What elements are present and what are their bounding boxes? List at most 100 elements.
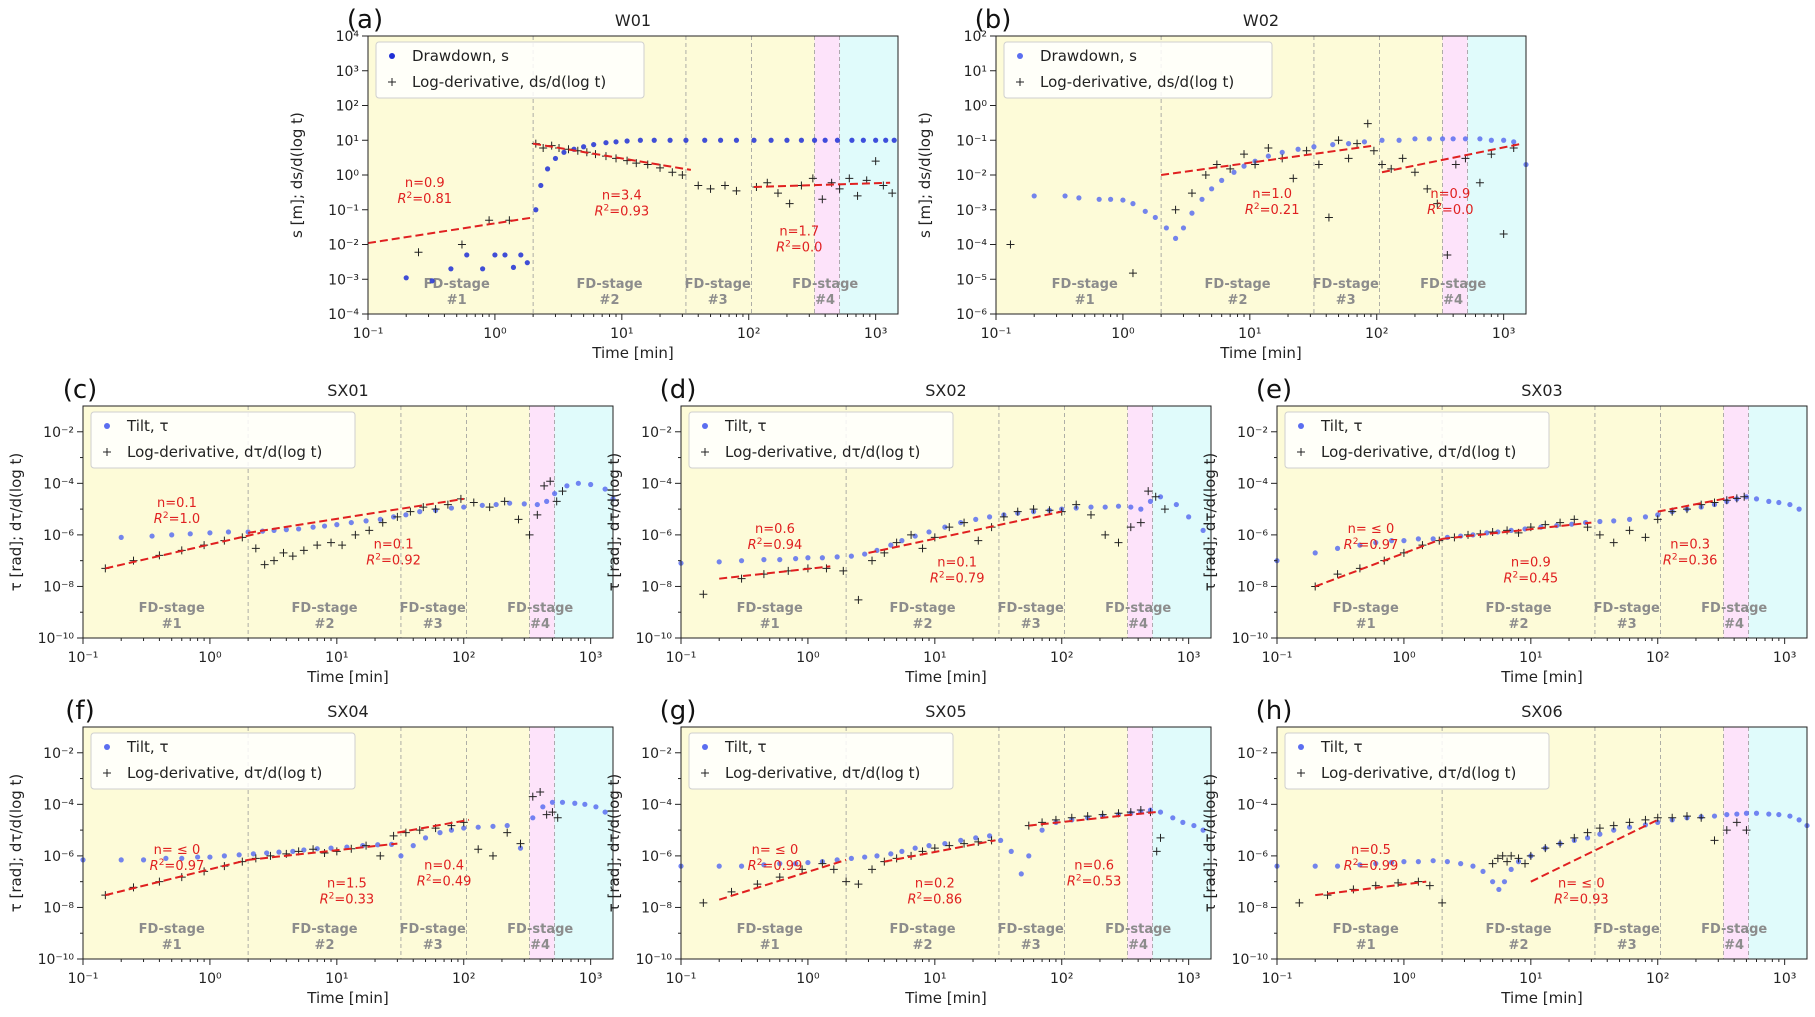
y-tick-label: 10⁻⁸: [641, 579, 672, 595]
data-point: [860, 137, 866, 143]
fit-line: [884, 839, 996, 863]
panel-label: (a): [347, 5, 383, 35]
derivative-point: [1438, 898, 1447, 907]
data-point: [564, 483, 570, 489]
legend-marker-plus: [701, 769, 709, 777]
x-tick-label: 10⁻¹: [1262, 971, 1293, 987]
legend-box: [90, 411, 356, 469]
derivative-point: [1101, 530, 1110, 539]
derivative-point: [500, 497, 509, 506]
derivative-point: [1152, 847, 1161, 856]
data-point: [1018, 871, 1024, 877]
panel-sx04: FD-stage#1FD-stage#2FD-stage#3FD-stage#4…: [7, 696, 614, 1007]
derivative-point: [1740, 492, 1749, 501]
data-point: [751, 137, 757, 143]
fit-annotation-r2: R2=0.97: [1344, 537, 1399, 553]
data-point: [1458, 861, 1464, 867]
data-point: [517, 845, 524, 851]
derivative-point: [474, 845, 483, 854]
data-point: [1311, 144, 1317, 150]
data-point: [926, 843, 932, 849]
x-tick-label: 10⁰: [1392, 971, 1416, 987]
derivative-point: [853, 191, 862, 200]
y-axis-label: τ [rad]; dτ/d(log t): [7, 774, 25, 913]
data-point: [899, 538, 905, 544]
data-point: [1312, 863, 1318, 869]
data-point: [1796, 506, 1802, 512]
derivative-point: [1499, 230, 1508, 239]
derivative-point: [845, 174, 854, 183]
data-point: [986, 514, 993, 520]
chart-title: SX02: [925, 381, 966, 400]
stage-label-number: #3: [1021, 938, 1041, 953]
data-point: [492, 252, 498, 258]
derivative-point: [1171, 205, 1180, 214]
legend-label: Log-derivative, ds/d(log t): [412, 73, 606, 91]
data-point: [716, 863, 722, 869]
derivative-point: [1251, 160, 1260, 169]
data-point: [236, 852, 242, 858]
data-point: [480, 266, 486, 272]
plot-frame: [680, 726, 1212, 960]
stage-label: FD-stage: [1485, 922, 1551, 937]
derivative-point: [930, 844, 939, 853]
data-point: [1511, 139, 1517, 145]
data-point: [140, 857, 147, 863]
data-point: [1142, 208, 1148, 214]
data-point: [1152, 214, 1158, 221]
stage-label: FD-stage: [737, 922, 803, 937]
x-tick-label: 10²: [452, 650, 475, 666]
derivative-point: [1086, 510, 1095, 519]
stage-label-number: #4: [1443, 293, 1463, 308]
data-point: [624, 138, 630, 144]
stage-label-number: #3: [1617, 617, 1637, 632]
x-tick-label: 10⁰: [483, 326, 507, 342]
stage-label-number: #2: [600, 293, 620, 308]
y-tick-label: 10⁻²: [641, 746, 672, 762]
data-point: [958, 837, 964, 843]
data-point: [1477, 136, 1483, 142]
derivative-point: [1682, 812, 1691, 821]
data-point: [207, 530, 213, 536]
y-tick-label: 10⁻⁸: [641, 900, 672, 916]
data-point: [559, 799, 566, 805]
y-tick-label: 10⁻³: [956, 203, 987, 219]
derivative-point: [1323, 891, 1332, 900]
fit-annotation-r2: R2=0.97: [150, 858, 205, 874]
derivative-point: [974, 536, 983, 545]
y-axis-label: τ [rad]; dτ/d(log t): [605, 774, 623, 913]
data-point: [1231, 169, 1237, 175]
data-point: [1597, 831, 1603, 837]
y-axis-label: τ [rad]; dτ/d(log t): [605, 453, 623, 592]
data-point: [716, 559, 722, 565]
data-point: [973, 516, 979, 522]
y-tick-label: 10⁻¹: [956, 133, 987, 149]
series-primary: [1274, 810, 1810, 893]
data-point: [314, 846, 320, 852]
derivative-point: [737, 574, 746, 583]
stage-label-number: #1: [760, 938, 780, 953]
data-point: [873, 137, 879, 143]
derivative-point: [892, 538, 901, 547]
panel-label: (g): [660, 696, 697, 726]
data-point: [1200, 527, 1206, 533]
fit-line: [753, 181, 891, 189]
fit-annotation-n: n=0.9: [1430, 187, 1470, 202]
fit-annotation-r2: R2=0.45: [1504, 570, 1559, 586]
derivative-point: [1144, 487, 1153, 496]
panel-sx06: FD-stage#1FD-stage#2FD-stage#3FD-stage#4…: [1201, 696, 1810, 1007]
fit-annotation-r2: R2=0.81: [397, 191, 452, 207]
data-point: [1330, 141, 1336, 148]
data-point: [733, 137, 740, 143]
fit-line: [367, 216, 534, 245]
data-point: [1334, 545, 1341, 551]
data-point: [1508, 527, 1514, 533]
data-point: [888, 542, 894, 548]
data-point: [1642, 514, 1649, 520]
data-point: [1501, 137, 1507, 143]
legend-box: [1284, 732, 1550, 790]
derivative-point: [1493, 854, 1502, 863]
derivative-point: [1006, 240, 1015, 249]
x-tick-label: 10¹: [923, 650, 946, 666]
data-point: [1766, 811, 1772, 817]
